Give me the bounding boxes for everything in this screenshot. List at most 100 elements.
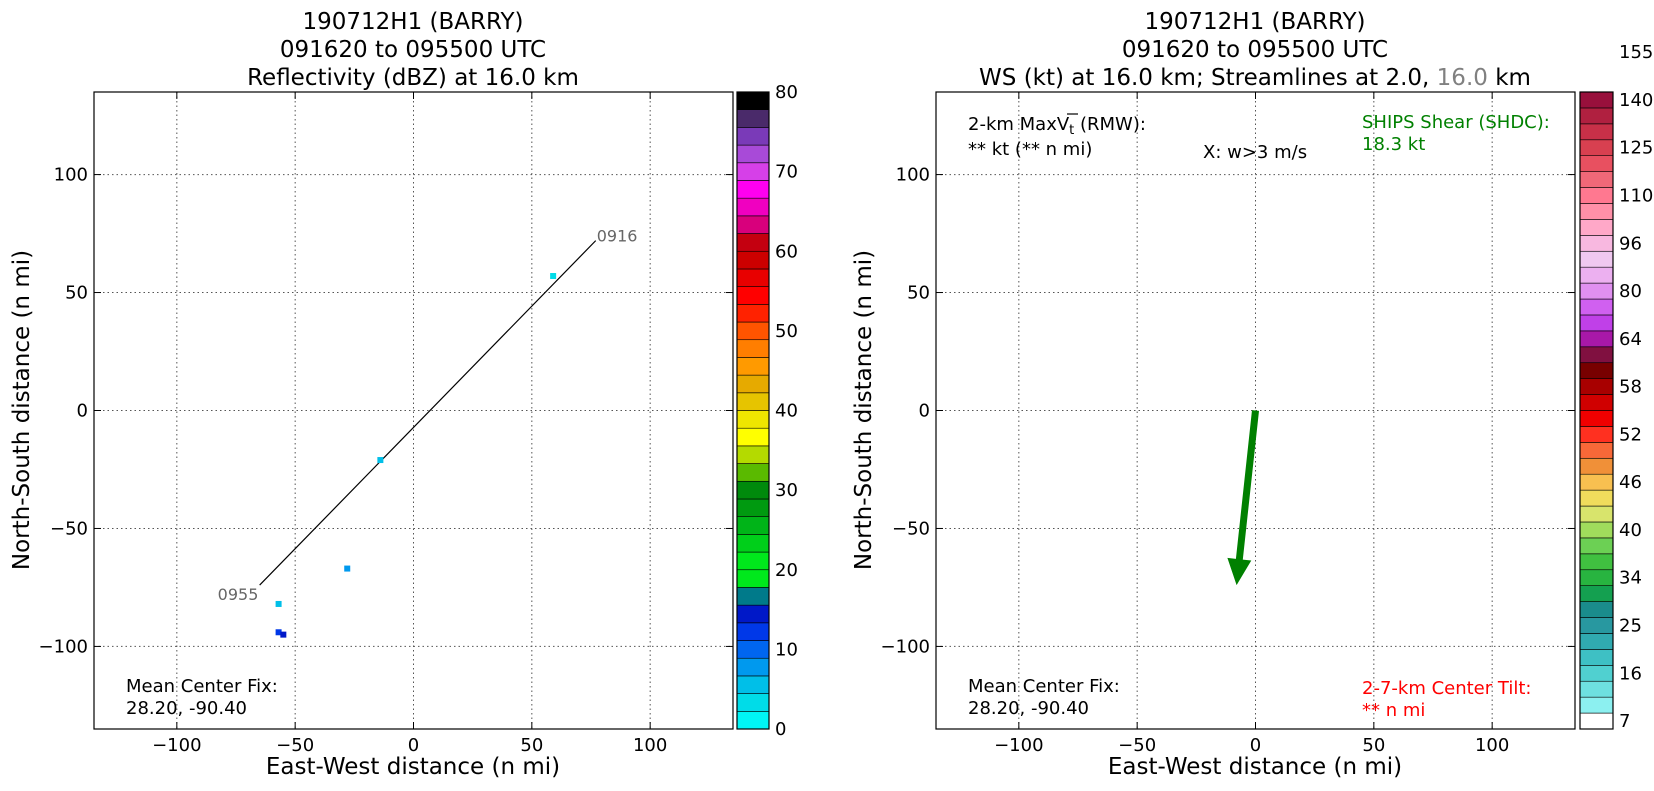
left-colorbar-segment [736, 109, 770, 128]
center-tilt-label: 2-7-km Center Tilt: [1362, 678, 1531, 699]
right-panel: 190712H1 (BARRY) 091620 to 095500 UTC WS… [851, 9, 1653, 780]
maxvt-label: 2-km MaxVt (RMW): [968, 114, 1146, 138]
right-colorbar-segment [1579, 139, 1614, 156]
right-colorbar-segment [1579, 235, 1614, 252]
left-colorbar-segment [736, 516, 770, 535]
right-center-fix-value: 28.20, -90.40 [968, 698, 1089, 719]
left-colorbar-segment [736, 321, 770, 341]
right-colorbar-segment [1579, 266, 1614, 284]
right-center-fix-label: Mean Center Fix: [968, 676, 1120, 697]
right-xtick-label: 100 [1475, 735, 1509, 756]
left-colorbar-segment [736, 498, 770, 517]
left-xtick-label: −50 [276, 735, 314, 756]
right-title-unit: km [1488, 65, 1531, 91]
left-colorbar-tick: 60 [775, 241, 798, 262]
right-plot-frame [935, 91, 1576, 730]
shear-arrow-shape [1227, 410, 1259, 586]
right-x-axis-label: East-West distance (n mi) [1108, 754, 1402, 780]
right-colorbar-segment [1579, 203, 1614, 220]
right-colorbar-segment [1579, 505, 1614, 523]
flight-end-label: 0955 [218, 585, 259, 604]
left-colorbar-segment [736, 534, 770, 553]
reflectivity-point [280, 631, 287, 638]
right-title-main: WS (kt) at 16.0 km; Streamlines at 2.0, [979, 65, 1437, 91]
right-colorbar-tick: 64 [1619, 329, 1642, 350]
left-colorbar-frame [736, 91, 770, 730]
left-title-line-2: 091620 to 095500 UTC [280, 37, 546, 63]
reflectivity-points [275, 273, 557, 638]
reflectivity-point [275, 600, 282, 607]
right-colorbar-tick: 46 [1619, 472, 1642, 493]
left-colorbar-tick: 40 [775, 401, 798, 422]
right-colorbar-segment [1579, 410, 1614, 427]
reflectivity-point [377, 457, 384, 464]
shear-vector-arrow [1227, 410, 1259, 586]
left-center-fix-value: 28.20, -90.40 [126, 698, 247, 719]
left-grid [94, 92, 733, 729]
maxvt-label-main: 2-km MaxV [968, 114, 1070, 135]
left-ytick-label: 0 [77, 401, 88, 422]
left-y-axis-label: North-South distance (n mi) [9, 250, 35, 570]
right-colorbar-segment [1579, 250, 1614, 268]
left-title-line-1: 190712H1 (BARRY) [302, 9, 523, 35]
right-xtick-label: 50 [1362, 735, 1385, 756]
right-colorbar-segment [1579, 473, 1614, 491]
right-xtick-label: −50 [1118, 735, 1156, 756]
left-colorbar-tick: 50 [775, 321, 798, 342]
right-colorbar-segment [1579, 442, 1614, 459]
left-colorbar-segment [736, 675, 770, 694]
maxvt-value: ** kt (** n mi) [968, 139, 1092, 160]
left-colorbar-segment [736, 180, 770, 199]
right-colorbar-segment [1579, 394, 1614, 411]
left-colorbar-tick: 10 [775, 639, 798, 660]
right-colorbar-segment [1579, 521, 1614, 539]
right-colorbar-tick: 40 [1619, 520, 1642, 541]
right-colorbar-tick: 110 [1619, 186, 1653, 207]
left-tick-labels: −100 −50 0 50 100 −100 −50 0 50 100 [39, 92, 733, 756]
ships-shear-label: SHIPS Shear (SHDC): [1362, 112, 1550, 133]
right-colorbar-segment [1579, 187, 1614, 204]
left-ytick-label: 100 [54, 165, 88, 186]
right-colorbar-segment [1579, 457, 1614, 475]
right-colorbar-tick: 140 [1619, 90, 1653, 111]
left-plot-frame [93, 91, 734, 730]
right-colorbar-segment [1579, 314, 1614, 332]
right-ytick-label: −100 [881, 636, 930, 657]
right-colorbar-segment [1579, 330, 1614, 348]
right-ytick-label: 50 [907, 283, 930, 304]
right-colorbar-segment [1579, 155, 1614, 172]
flight-track-line [259, 240, 597, 586]
right-ytick-label: 0 [919, 401, 930, 422]
right-colorbar-segment [1579, 553, 1614, 571]
right-colorbar-segment [1579, 489, 1614, 507]
left-colorbar-segment [736, 127, 770, 146]
left-colorbar-segment [736, 604, 770, 624]
right-ytick-label: 100 [896, 165, 930, 186]
right-y-axis-label: North-South distance (n mi) [851, 250, 877, 570]
right-colorbar-segment [1579, 680, 1614, 698]
right-colorbar: 7 16 25 34 40 46 52 58 64 80 96 110 125 140 155 [1579, 42, 1653, 732]
right-colorbar-tick: 96 [1619, 233, 1642, 254]
left-colorbar-segment [736, 144, 770, 164]
right-xtick-label: −100 [994, 735, 1043, 756]
left-colorbar-segment [736, 711, 770, 730]
left-colorbar-segment [736, 233, 770, 252]
right-colorbar-tick: 25 [1619, 615, 1642, 636]
right-colorbar-frame [1579, 91, 1614, 730]
left-colorbar-segment [736, 427, 770, 447]
left-x-axis-label: East-West distance (n mi) [266, 754, 560, 780]
left-colorbar-segment [736, 197, 770, 217]
left-colorbar-tick: 0 [775, 719, 786, 740]
right-colorbar-segment [1579, 362, 1614, 379]
reflectivity-point [275, 629, 282, 636]
right-colorbar-tick: 7 [1619, 711, 1630, 732]
left-colorbar-segment [736, 551, 770, 571]
right-ytick-label: −50 [892, 518, 930, 539]
right-colorbar-segment [1579, 107, 1614, 125]
right-colorbar-segment [1579, 664, 1614, 682]
right-colorbar-segment [1579, 537, 1614, 555]
flight-start-label: 0916 [597, 227, 638, 246]
left-center-fix-label: Mean Center Fix: [126, 676, 278, 697]
right-xtick-label: 0 [1250, 735, 1261, 756]
left-colorbar-segment [736, 445, 770, 464]
